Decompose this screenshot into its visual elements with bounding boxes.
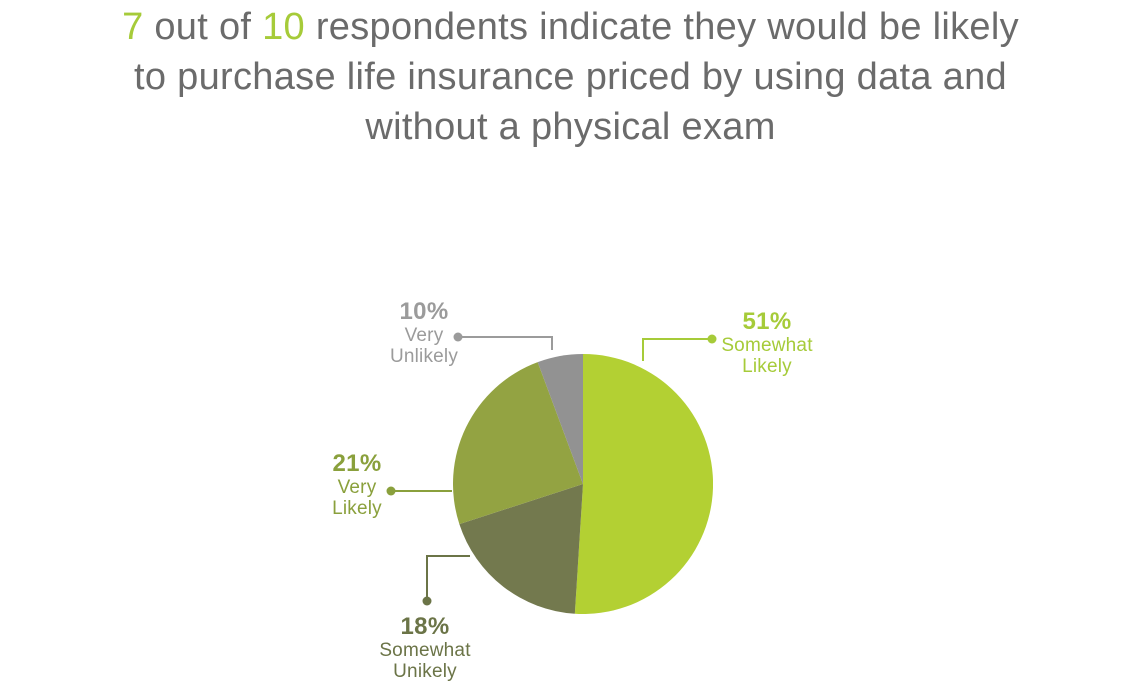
segment-name-line: Unlikely [389,346,459,367]
segment-name-line: Somewhat [721,335,813,356]
title-line: without a physical exam [365,106,776,148]
leader-dot [422,596,432,606]
callout-very-unlikely: 10% Very Unlikely [354,298,494,367]
pct-label: 21% [332,450,382,477]
segment-name-line: Unikely [393,661,457,682]
pie-slice-somewhat-likely [574,354,714,614]
pct-label: 18% [400,613,450,640]
pct-label: 10% [399,298,449,325]
title-line: to purchase life insurance priced by usi… [134,56,1007,98]
segment-name-line: Very [337,477,377,498]
pie-slice-very-likely [452,362,583,525]
pie-slice-somewhat-unikely [459,484,583,614]
title-line: 7 out of 10 respondents indicate they wo… [122,6,1019,48]
page-title: 7 out of 10 respondents indicate they wo… [0,2,1141,152]
pie [452,354,714,614]
callout-somewhat-likely: 51% Somewhat Likely [697,308,837,377]
pct-label: 51% [742,308,792,335]
callout-somewhat-unikely: 18% Somewhat Unikely [355,613,495,682]
segment-name-line: Very [404,325,444,346]
pie-chart [452,354,714,614]
pie-slice-very-unlikely [537,354,583,484]
segment-name-line: Likely [332,498,382,519]
callout-very-likely: 21% Very Likely [287,450,427,519]
segment-name-line: Likely [742,356,792,377]
segment-name-line: Somewhat [379,640,471,661]
